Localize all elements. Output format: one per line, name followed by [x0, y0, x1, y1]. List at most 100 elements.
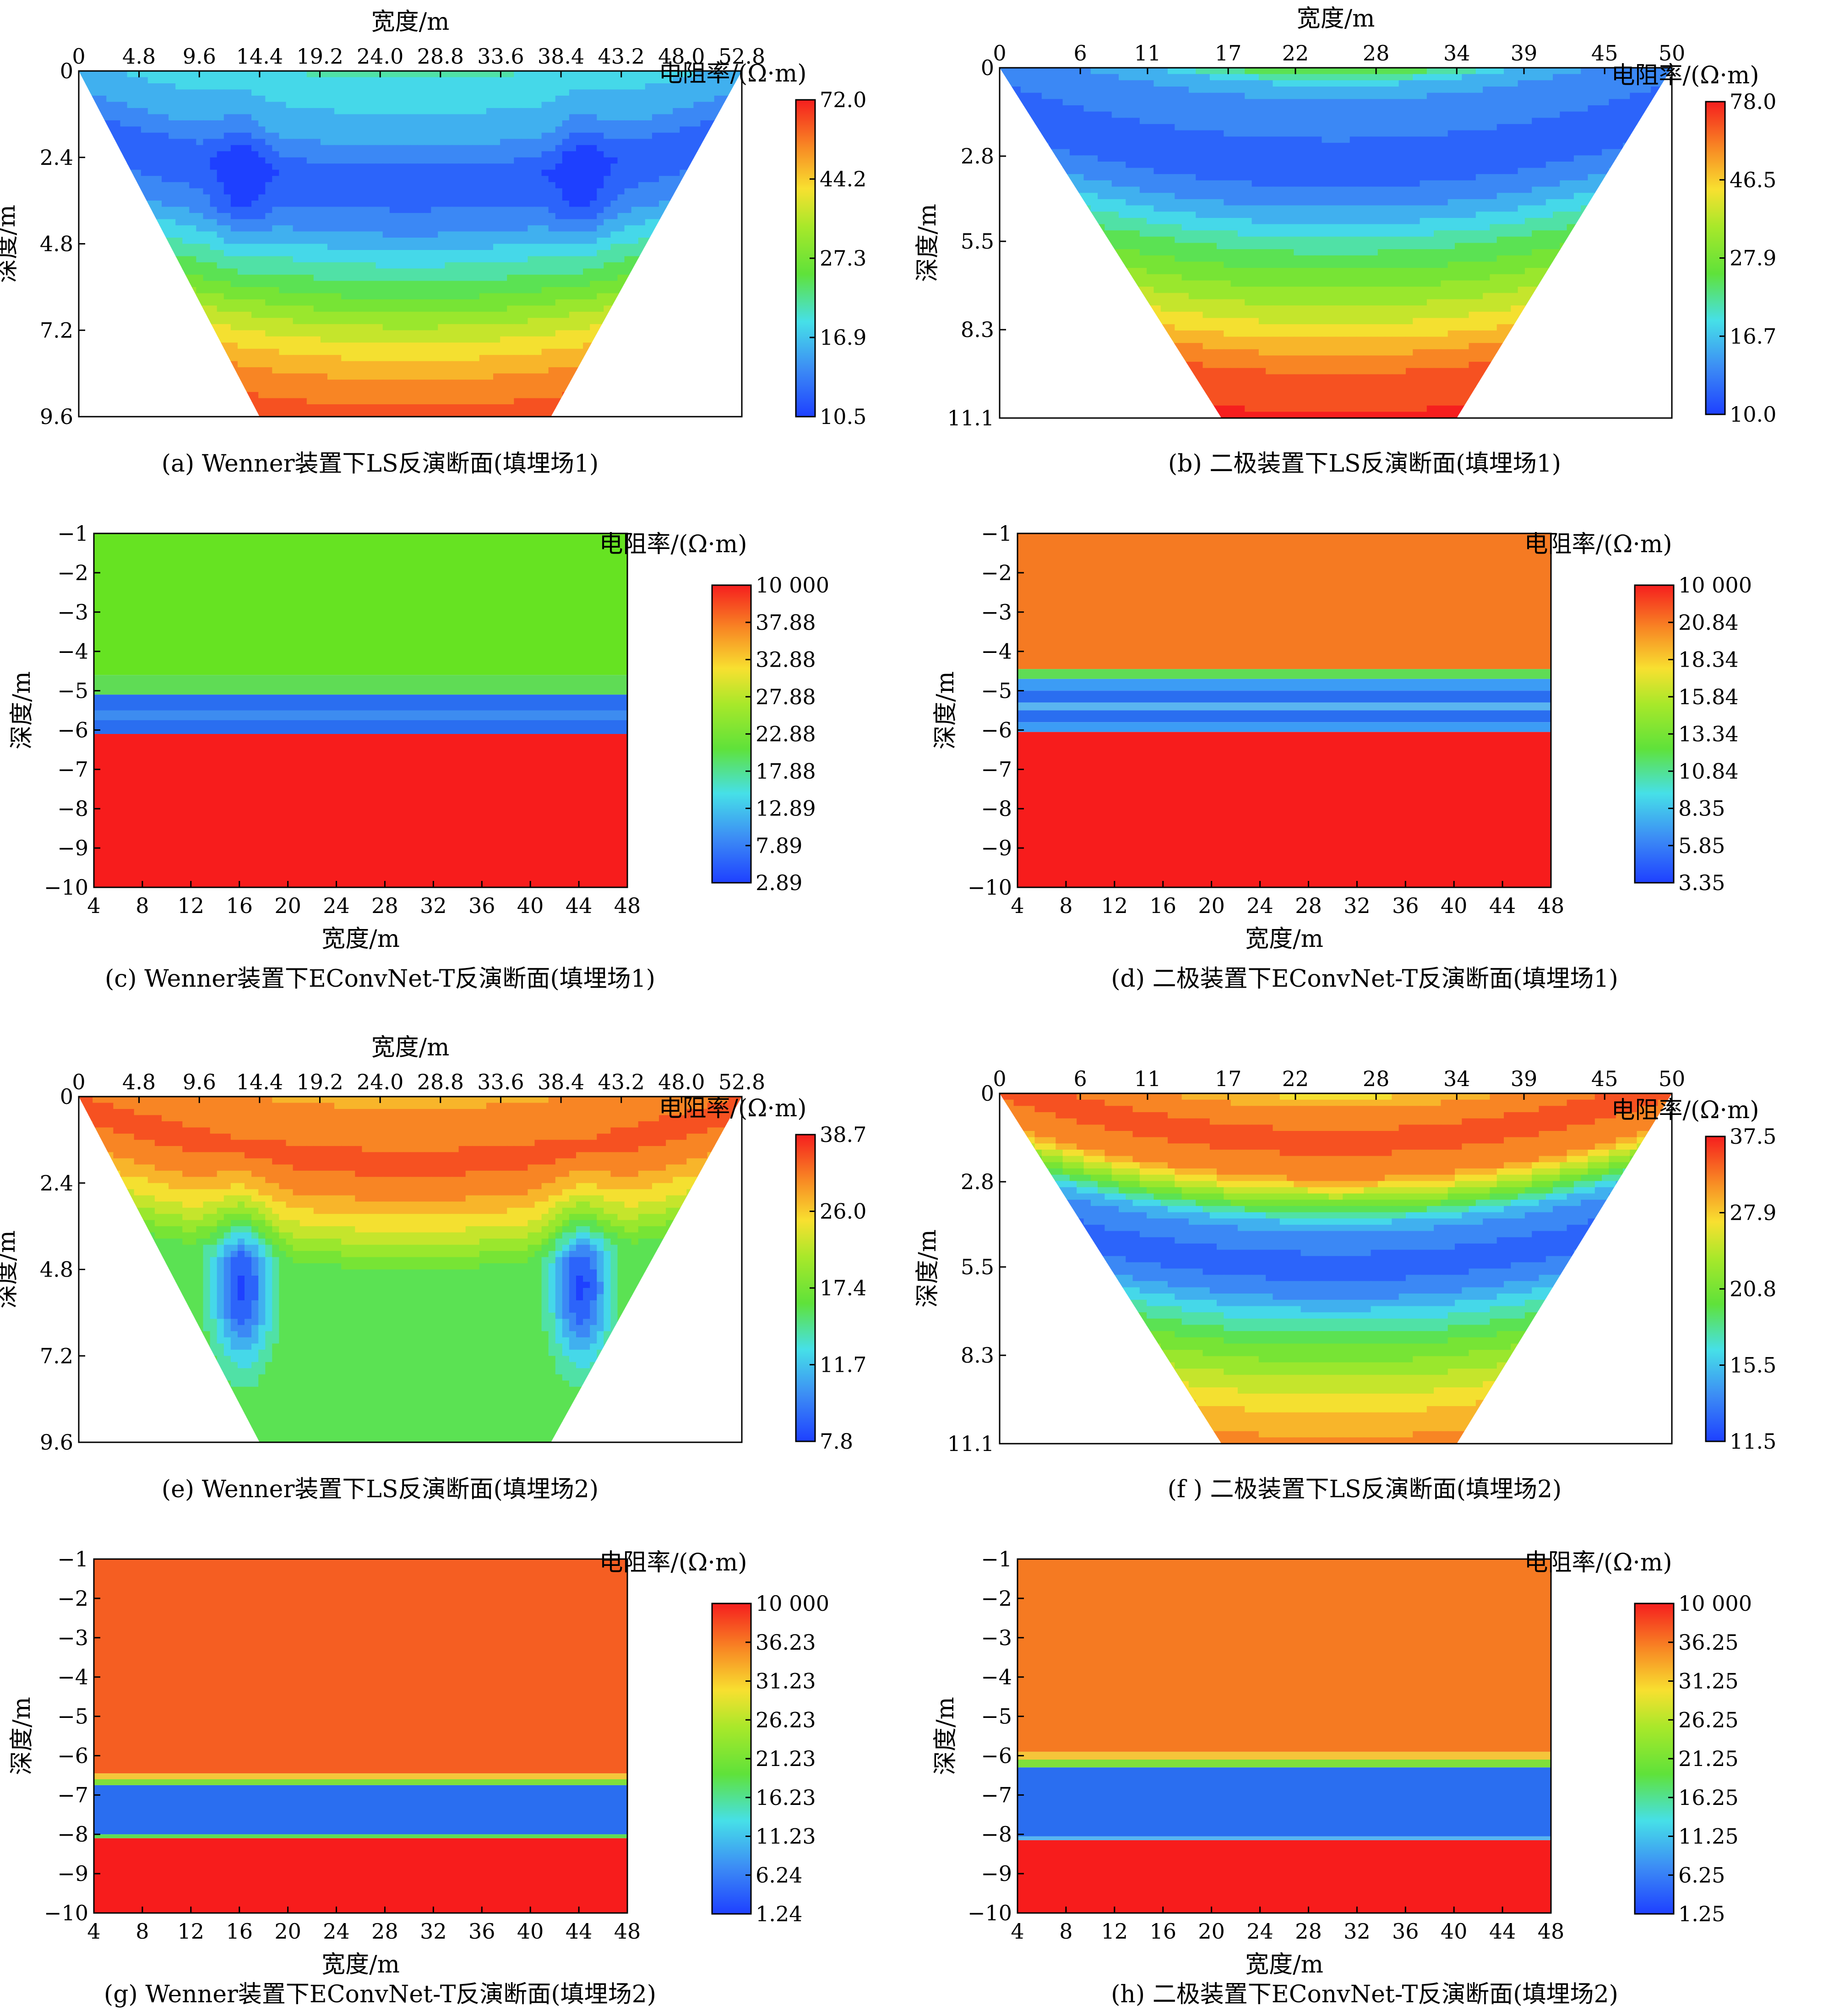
x-tick-label: 44 [1489, 1919, 1516, 1944]
resistivity-layer [94, 734, 627, 887]
x-tick-label: 4 [87, 893, 100, 918]
panel-c: 4 8 12 16 20 24 28 32 36 40 44 48−1−2−3−4−5−6−7−8−9… [8, 521, 829, 993]
x-tick-label: 4 [1011, 1919, 1024, 1944]
colorbar-tick-label: 26.23 [756, 1707, 816, 1732]
x-tick-label: 36 [468, 893, 495, 918]
x-tick-label: 50 [1659, 41, 1686, 65]
x-axis-title: 宽度/m [371, 8, 450, 36]
y-tick-label: 5.5 [961, 229, 994, 254]
x-tick-label: 6 [1074, 1066, 1087, 1091]
x-axis-title: 宽度/m [371, 1034, 450, 1061]
x-tick-label: 20 [1198, 1919, 1225, 1944]
y-tick-label: −10 [44, 1901, 88, 1925]
x-tick-label: 14.4 [236, 44, 283, 69]
resistivity-layer [94, 720, 627, 734]
y-tick-label: −7 [57, 757, 88, 782]
plot-frame [1017, 533, 1552, 888]
colorbar-tick-label: 26.25 [1678, 1707, 1739, 1732]
x-tick-label: 40 [517, 893, 544, 918]
y-tick-label: 0 [981, 55, 994, 80]
x-tick-label: 16 [226, 893, 253, 918]
x-tick-label: 40 [517, 1919, 544, 1944]
x-tick-label: 44 [566, 1919, 593, 1944]
x-tick-label: 32 [1344, 893, 1371, 918]
colorbar-tick-label: 27.88 [756, 685, 816, 709]
x-axis-title: 宽度/m [321, 1951, 400, 1978]
y-tick-label: −9 [57, 836, 88, 860]
colorbar-tick-label: 78.0 [1730, 89, 1776, 114]
resistivity-layer [1017, 1760, 1551, 1768]
plot-frame [1017, 1558, 1552, 1914]
panel-caption: (d) 二极装置下EConvNet-T反演断面(填埋场1) [1111, 965, 1618, 993]
panel-caption: (h) 二极装置下EConvNet-T反演断面(填埋场2) [1111, 1981, 1618, 2008]
colorbar-title: 电阻率/(Ω·m) [599, 1549, 747, 1576]
x-tick-label: 28 [371, 1919, 398, 1944]
resistivity-layer [94, 695, 627, 711]
x-tick-label: 24 [323, 893, 350, 918]
x-tick-label: 24 [1246, 1919, 1273, 1944]
colorbar-tick-label: 15.84 [1678, 685, 1739, 709]
colorbar-tick-label: 37.88 [756, 610, 816, 635]
resistivity-layer [1017, 1751, 1551, 1760]
x-tick-label: 40 [1441, 1919, 1468, 1944]
x-tick-label: 12 [1101, 893, 1128, 918]
x-axis-title: 宽度/m [1245, 925, 1323, 953]
y-axis-title: 深度/m [8, 1697, 36, 1775]
plot-frame [999, 1092, 1673, 1445]
x-tick-label: 12 [178, 1919, 205, 1944]
y-tick-label: −9 [981, 836, 1012, 860]
y-tick-label: −1 [57, 521, 88, 546]
colorbar-tick-label: 2.89 [756, 870, 802, 895]
x-tick-label: 38.4 [538, 1070, 584, 1094]
y-tick-label: 7.2 [40, 318, 73, 342]
y-tick-label: −2 [57, 1586, 88, 1611]
y-tick-label: −1 [57, 1547, 88, 1571]
x-tick-label: 33.6 [477, 44, 524, 69]
x-tick-label: 24.0 [357, 44, 403, 69]
colorbar-tick-label: 16.23 [756, 1785, 816, 1810]
colorbar-tick-label: 18.34 [1678, 647, 1739, 672]
colorbar-tick-label: 10 000 [1678, 1591, 1752, 1616]
y-tick-label: −10 [968, 1901, 1012, 1925]
resistivity-layer [1017, 732, 1551, 887]
y-axis-title: 深度/m [914, 204, 941, 282]
x-tick-label: 28 [1363, 1066, 1390, 1091]
y-tick-label: −3 [981, 600, 1012, 625]
colorbar-tick-label: 31.23 [756, 1669, 816, 1694]
x-tick-label: 44 [1489, 893, 1516, 918]
resistivity-field [1000, 1093, 1672, 1444]
resistivity-layer [1017, 1559, 1551, 1752]
x-tick-label: 32 [1344, 1919, 1371, 1944]
x-tick-label: 19.2 [296, 1070, 343, 1094]
x-tick-label: 4 [1011, 893, 1024, 918]
y-tick-label: −6 [981, 717, 1012, 742]
panel-caption: (e) Wenner装置下LS反演断面(填埋场2) [162, 1476, 598, 1503]
colorbar-tick-label: 21.23 [756, 1746, 816, 1771]
y-axis-title: 深度/m [0, 205, 21, 283]
colorbar-tick-label: 10 000 [756, 1591, 829, 1616]
colorbar-tick-label: 20.8 [1730, 1277, 1776, 1301]
resistivity-layer [94, 1779, 627, 1785]
colorbar [1634, 1603, 1675, 1915]
x-tick-label: 8 [136, 893, 149, 918]
resistivity-layer [94, 533, 627, 675]
y-tick-label: 4.8 [40, 1257, 73, 1282]
x-tick-label: 8 [1059, 1919, 1072, 1944]
x-tick-label: 14.4 [236, 1070, 283, 1094]
y-tick-label: −1 [981, 1547, 1012, 1571]
x-tick-label: 4.8 [122, 44, 156, 69]
colorbar-title: 电阻率/(Ω·m) [658, 1095, 806, 1122]
resistivity-layer [1017, 679, 1551, 691]
y-tick-label: −5 [981, 1704, 1012, 1729]
y-tick-label: −4 [981, 639, 1012, 664]
resistivity-layer [94, 675, 627, 695]
x-tick-label: 38.4 [538, 44, 584, 69]
colorbar-tick-label: 13.34 [1678, 722, 1739, 746]
resistivity-layer [1017, 1840, 1551, 1913]
colorbar-tick-label: 1.24 [756, 1902, 802, 1926]
x-tick-label: 20 [274, 893, 301, 918]
resistivity-layer [1017, 702, 1551, 711]
y-tick-label: 11.1 [947, 1431, 994, 1456]
x-tick-label: 48.0 [658, 1070, 705, 1094]
y-tick-label: −4 [57, 639, 88, 664]
